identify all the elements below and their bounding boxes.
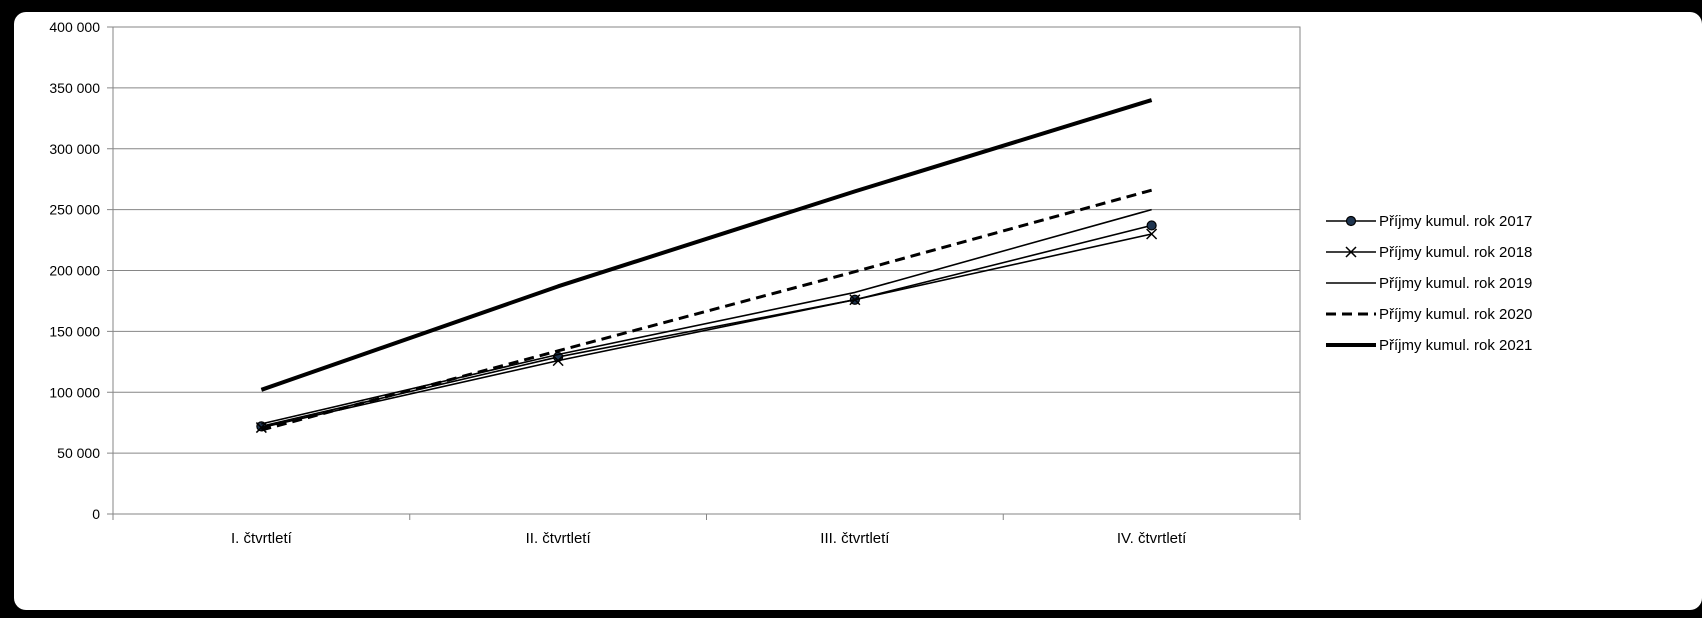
x-tick-label: I. čtvrtletí [231, 530, 293, 547]
y-tick-label: 250 000 [49, 202, 100, 218]
y-tick-label: 200 000 [49, 263, 100, 279]
x-tick-label: III. čtvrtletí [820, 530, 890, 547]
legend-label: Příjmy kumul. rok 2017 [1379, 213, 1532, 230]
series-2-point [1146, 228, 1158, 240]
series-2-point [849, 294, 861, 306]
legend-label: Příjmy kumul. rok 2021 [1379, 337, 1532, 354]
legend-label: Příjmy kumul. rok 2018 [1379, 244, 1532, 261]
y-tick-label: 400 000 [49, 19, 100, 35]
legend-marker [1345, 246, 1357, 258]
legend-label: Příjmy kumul. rok 2020 [1379, 306, 1532, 323]
y-tick-label: 50 000 [57, 445, 100, 461]
series-lines [255, 98, 1158, 434]
y-tick-label: 350 000 [49, 80, 100, 96]
y-tick-label: 0 [92, 506, 100, 522]
y-tick-label: 300 000 [49, 141, 100, 157]
series-2-point [552, 355, 564, 367]
line-chart: 0 50 000 100 000 150 000 200 000 250 000 300 0… [49, 19, 1532, 547]
legend-marker [1345, 215, 1357, 227]
series-1-point [1146, 220, 1157, 231]
series-2-point [255, 422, 267, 434]
axes: 0 50 000 100 000 150 000 200 000 250 000 300 0… [49, 19, 1301, 547]
series-line-4 [260, 188, 1153, 432]
y-tick-label: 100 000 [49, 384, 100, 400]
series-line-5 [260, 98, 1153, 392]
chart-frame: 0 50 000 100 000 150 000 200 000 250 000 300 0… [14, 12, 1702, 610]
x-tick-label: II. čtvrtletí [526, 530, 592, 547]
gridlines [113, 26, 1300, 454]
x-tick-label: IV. čtvrtletí [1117, 530, 1187, 547]
series-line-1 [261, 224, 1152, 428]
y-tick-label: 150 000 [49, 323, 100, 339]
legend-label: Příjmy kumul. rok 2019 [1379, 275, 1532, 292]
series-line-2 [261, 233, 1152, 429]
legend: Příjmy kumul. rok 2017 Příjmy kumul. rok … [1326, 213, 1532, 354]
